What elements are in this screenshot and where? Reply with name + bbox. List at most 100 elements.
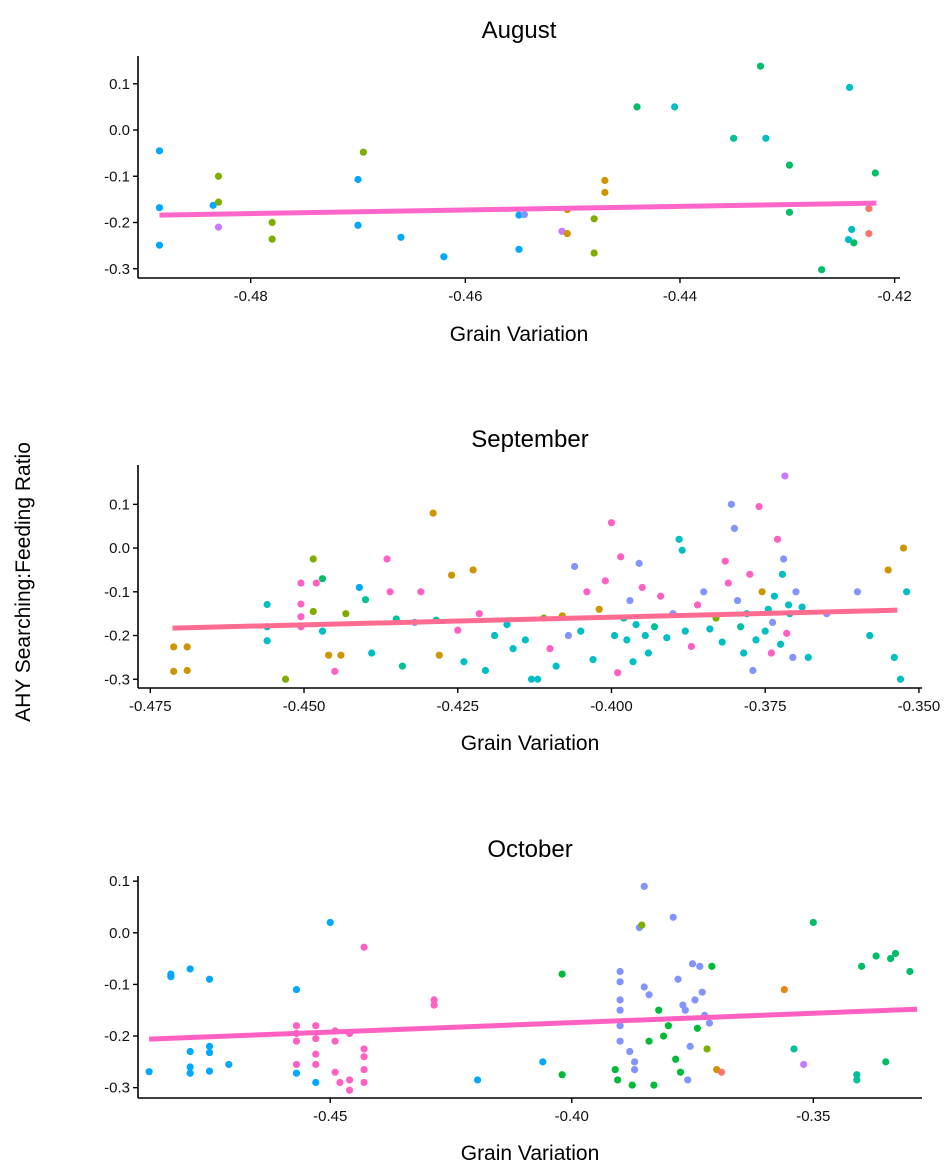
scatter-point <box>509 645 517 653</box>
scatter-point <box>590 215 598 223</box>
y-tick-label: 0.0 <box>109 540 130 557</box>
scatter-point <box>629 658 637 666</box>
x-tick-label: -0.44 <box>663 288 697 305</box>
scatter-point <box>297 600 305 608</box>
scatter-point <box>558 227 566 235</box>
scatter-point <box>297 579 305 587</box>
scatter-point <box>521 636 529 644</box>
scatter-point <box>640 983 648 991</box>
scatter-point <box>693 601 702 609</box>
scatter-point <box>312 1050 320 1058</box>
scatter-point <box>762 134 770 142</box>
scatter-point <box>698 988 706 996</box>
scatter-point <box>768 618 777 627</box>
scatter-point <box>616 1037 624 1045</box>
scatter-point <box>326 918 334 927</box>
scatter-point <box>623 636 631 644</box>
scatter-point <box>601 577 609 585</box>
scatter-point <box>292 1037 301 1045</box>
scatter-point <box>491 631 499 640</box>
scatter-point <box>209 201 217 209</box>
scatter-point <box>756 62 765 70</box>
y-tick-label: 0.0 <box>109 925 130 942</box>
scatter-point <box>360 943 368 951</box>
scatter-point <box>708 962 716 970</box>
scatter-point <box>383 555 391 563</box>
scatter-point <box>626 1047 634 1056</box>
scatter-point <box>866 631 874 640</box>
y-tick-label: -0.3 <box>104 261 130 278</box>
scatter-point <box>170 667 178 675</box>
y-tick-label: -0.2 <box>104 215 130 232</box>
scatter-point <box>761 627 769 635</box>
scatter-point <box>616 1022 624 1030</box>
scatter-point <box>790 1045 798 1053</box>
scatter-point <box>183 666 191 675</box>
y-tick-label: 0.1 <box>109 496 130 513</box>
scatter-point <box>186 1063 194 1071</box>
scatter-point <box>430 1001 438 1009</box>
scatter-point <box>155 241 164 249</box>
scatter-point <box>749 666 757 675</box>
scatter-point <box>853 1071 861 1079</box>
scatter-point <box>865 230 873 238</box>
scatter-point <box>263 600 271 609</box>
scatter-point <box>684 1076 692 1084</box>
scatter-point <box>186 1047 194 1056</box>
scatter-point <box>616 978 624 986</box>
scatter-point <box>630 1066 639 1074</box>
x-tick-label: -0.35 <box>796 1108 830 1125</box>
scatter-point <box>355 583 363 592</box>
scatter-point <box>645 1037 653 1045</box>
scatter-point <box>730 524 739 533</box>
scatter-point <box>664 1022 672 1030</box>
y-tick-label: -0.2 <box>104 1028 130 1045</box>
scatter-point <box>312 579 320 587</box>
scatter-point <box>205 1042 214 1050</box>
scatter-point <box>515 245 523 253</box>
scatter-point <box>225 1060 233 1069</box>
y-tick-label: -0.1 <box>104 976 130 993</box>
scatter-point <box>650 1081 658 1089</box>
scatter-point <box>700 588 708 596</box>
x-tick-label: -0.425 <box>436 698 479 715</box>
scatter-point <box>691 996 699 1004</box>
scatter-point <box>473 1076 482 1084</box>
scatter-point <box>752 636 760 644</box>
scatter-point <box>693 1024 701 1032</box>
scatter-point <box>417 588 425 596</box>
scatter-point <box>309 555 317 563</box>
scatter-point <box>292 1069 301 1077</box>
y-tick-label: -0.1 <box>104 168 130 185</box>
scatter-point <box>645 991 653 999</box>
scatter-point <box>778 570 787 578</box>
y-tick-label: 0.1 <box>109 873 130 890</box>
scatter-point <box>675 535 683 543</box>
scatter-point <box>354 221 362 229</box>
scatter-point <box>871 169 879 177</box>
panel-september: September 0.1 0.0 -0.1 -0.2 -0.3 -0.475 -0.450 -… <box>104 426 940 755</box>
scatter-point <box>737 623 745 631</box>
scatter-point <box>755 502 763 511</box>
scatter-point <box>360 1066 368 1074</box>
x-tick-label: -0.45 <box>313 1108 347 1125</box>
x-axis-title: Grain Variation <box>450 323 589 346</box>
scatter-point <box>705 1019 714 1027</box>
scatter-point <box>268 218 276 227</box>
x-tick-label: -0.475 <box>129 698 172 715</box>
scatter-point <box>263 637 271 645</box>
scatter-point <box>669 913 677 921</box>
scatter-point <box>527 675 536 683</box>
scatter-point <box>616 996 624 1004</box>
scatter-point <box>281 675 290 683</box>
scatter-point <box>872 952 880 960</box>
scatter-point <box>183 643 191 651</box>
scatter-point <box>614 1076 622 1084</box>
scatter-point <box>167 973 175 981</box>
scatter-point <box>850 239 858 247</box>
scatter-point <box>268 235 276 243</box>
scatter-point <box>292 1060 301 1069</box>
scatter-point <box>703 1045 711 1053</box>
scatter-point <box>785 161 794 169</box>
scatter-point <box>607 519 616 527</box>
